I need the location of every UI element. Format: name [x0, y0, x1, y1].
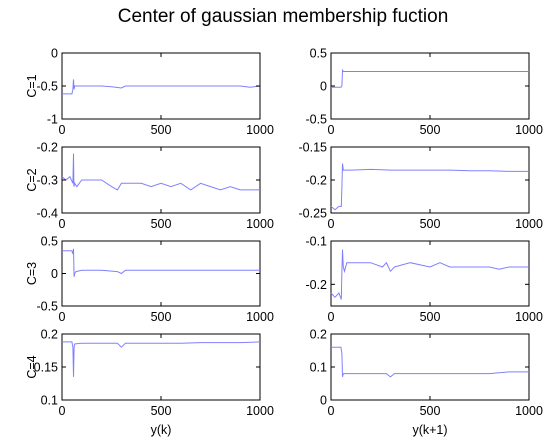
x-tick-label: 0 [328, 123, 335, 137]
y-tick-label: -0.25 [299, 207, 328, 221]
y-tick-label: 0.2 [310, 328, 327, 342]
series-line [62, 79, 261, 95]
y-tick-label: 0.1 [310, 361, 327, 375]
subplot-4: 0 500 1000 -0.25 -0.2 -0.15 [299, 141, 543, 232]
x-tick-label: 500 [420, 217, 441, 231]
x-tick-label: 1000 [515, 217, 543, 231]
panels-group: 0 500 1000-1-0.50C=10 500 1000-0.500.50 500 10… [25, 47, 543, 438]
axes-box [330, 333, 530, 401]
x-tick-label: 500 [420, 310, 441, 324]
series-line [61, 153, 260, 191]
series-line [331, 346, 529, 378]
x-tick-label: 0 [328, 310, 335, 324]
x-tick-label: 0 [59, 310, 66, 324]
y-tick-label: -0.3 [36, 174, 58, 188]
x-tick-label: 1000 [515, 404, 543, 418]
y-tick-label: 0 [320, 80, 327, 94]
x-tick-label: 0 [328, 217, 335, 231]
y-tick-label: -0.5 [36, 80, 58, 94]
subplot-3: 0 500 1000 -0.4 -0.3 -0.2 C=2 [25, 141, 274, 232]
y-tick-label: -0.1 [305, 235, 327, 249]
x-tick-label: 1000 [515, 123, 543, 137]
series-line [62, 248, 260, 277]
y-tick-label: -0.2 [305, 278, 327, 292]
subplot-8: 0 500 1000 0 0.1 0.2 [310, 328, 543, 419]
axes-box [330, 52, 530, 120]
y-tick-label: 0.1 [41, 394, 58, 408]
x-tick-label: 1000 [246, 404, 274, 418]
x-tick-label: 1000 [246, 217, 274, 231]
y-tick-label: 0.5 [41, 235, 58, 249]
x-tick-label: 0 [59, 217, 66, 231]
y-tick-label: -0.2 [36, 141, 58, 155]
x-tick-label: 0 [59, 404, 66, 418]
y-tick-label: 0 [51, 47, 58, 61]
axes-box [61, 240, 261, 307]
y-axis-label: C=2 [25, 168, 39, 191]
y-tick-label: -0.5 [305, 113, 327, 127]
subplot-5: 0 500 1000-0.500.5C=3 [25, 235, 274, 325]
y-tick-label: 0 [51, 267, 58, 281]
y-tick-label: -0.5 [36, 300, 58, 314]
series-line [62, 341, 261, 377]
series-line [331, 68, 529, 88]
y-tick-label: -1 [47, 113, 58, 127]
y-tick-label: -0.15 [299, 141, 328, 155]
y-tick-label: 0.5 [310, 47, 327, 61]
chart-title: Center of gaussian membership fuction [118, 6, 449, 27]
x-axis-label: y(k+1) [412, 423, 447, 437]
y-tick-label: 0 [320, 394, 327, 408]
series-line [330, 249, 529, 300]
x-axis-label: y(k) [151, 423, 172, 437]
y-axis-label: C=1 [25, 74, 39, 97]
y-axis-label: C=3 [25, 262, 39, 285]
x-tick-label: 0 [328, 404, 335, 418]
y-tick-label: -0.2 [305, 174, 327, 188]
subplot-1: 0 500 1000 -1 -0.5 0 C=1 [25, 47, 274, 138]
x-tick-label: 500 [420, 123, 441, 137]
subplot-2: 0 500 1000-0.500.5 [305, 47, 542, 138]
x-tick-label: 500 [151, 310, 172, 324]
y-tick-label: 0.15 [34, 361, 58, 375]
x-tick-label: 0 [59, 123, 66, 137]
x-tick-label: 500 [151, 217, 172, 231]
y-tick-label: 0.2 [41, 328, 58, 342]
x-tick-label: 500 [151, 404, 172, 418]
x-tick-label: 500 [420, 404, 441, 418]
y-tick-label: -0.4 [36, 207, 58, 221]
x-tick-label: 500 [151, 123, 172, 137]
x-tick-label: 1000 [515, 310, 543, 324]
axes-box [61, 333, 261, 401]
x-tick-label: 1000 [246, 310, 274, 324]
subplot-6: 0 500 1000 -0.2 -0.1 [305, 235, 542, 325]
x-tick-label: 1000 [246, 123, 274, 137]
subplot-7: 0 500 1000 0.1 0.15 0.2C=4 [25, 328, 274, 419]
y-axis-label: C=4 [25, 355, 39, 378]
axes-box [330, 240, 530, 307]
series-line [330, 163, 529, 211]
axes-box [330, 146, 530, 214]
